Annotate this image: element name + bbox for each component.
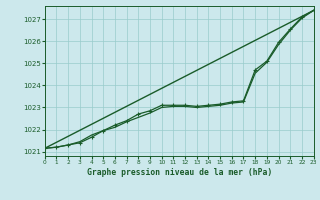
X-axis label: Graphe pression niveau de la mer (hPa): Graphe pression niveau de la mer (hPa): [87, 168, 272, 177]
